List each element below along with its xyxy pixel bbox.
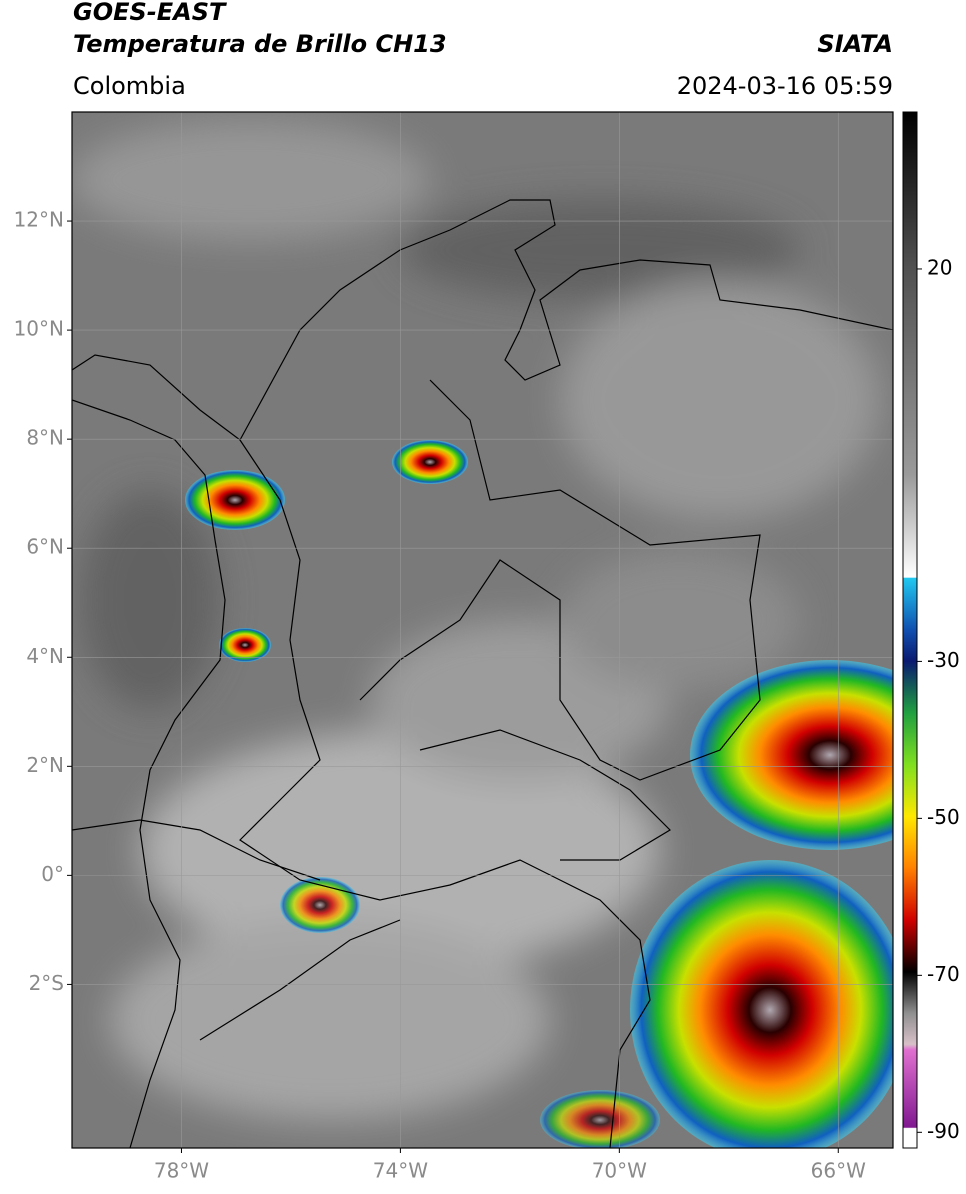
colorbar-tick-label: -30	[927, 648, 960, 672]
lon-tick-label: 74°W	[373, 1159, 428, 1183]
lat-tick-label: 8°N	[26, 426, 64, 450]
region: Colombia	[73, 72, 186, 100]
datetime: 2024-03-16 05:59	[677, 72, 893, 100]
lat-tick-label: 0°	[41, 862, 64, 886]
lon-tick-label: 66°W	[811, 1159, 866, 1183]
lon-tick-label: 78°W	[154, 1159, 209, 1183]
colorbar	[902, 111, 918, 1149]
source: SIATA	[817, 30, 893, 58]
lat-tick-label: 2°N	[26, 753, 64, 777]
colorbar-tick-label: 20	[927, 255, 952, 279]
title: GOES-EAST	[73, 0, 227, 26]
colorbar-tick-label: -90	[927, 1119, 960, 1143]
lat-tick-label: 2°S	[29, 971, 64, 995]
lat-tick-label: 6°N	[26, 535, 64, 559]
satellite-image	[72, 112, 893, 1148]
subtitle: Temperatura de Brillo CH13	[73, 30, 447, 58]
lat-tick-label: 12°N	[14, 208, 64, 232]
lat-tick-label: 10°N	[14, 317, 64, 341]
lon-tick-label: 70°W	[592, 1159, 647, 1183]
map-frame	[71, 111, 894, 1149]
colorbar-tick-label: -50	[927, 805, 960, 829]
colorbar-tick-label: -70	[927, 962, 960, 986]
lat-tick-label: 4°N	[26, 644, 64, 668]
